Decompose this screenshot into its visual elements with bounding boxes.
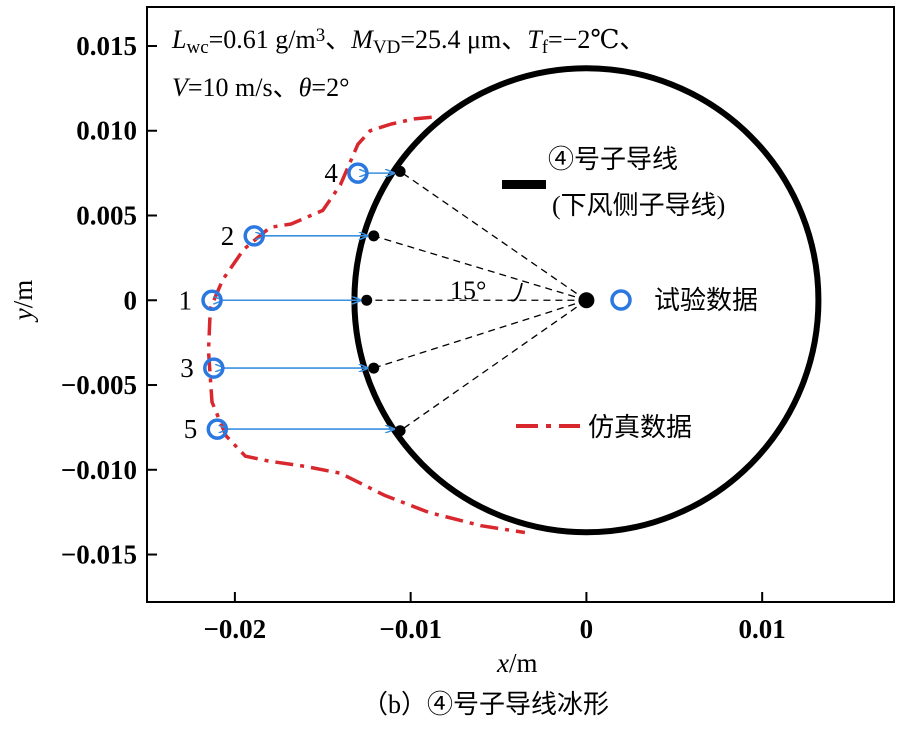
plot-frame (146, 6, 895, 603)
surface-point (368, 230, 380, 242)
arrows-layer (222, 173, 394, 429)
radial-guides-layer (361, 165, 595, 437)
experimental-point (203, 357, 225, 379)
conditions-fragment: θ (299, 73, 312, 102)
surface-point (361, 294, 373, 306)
conditions-fragment: =10 m/s、 (188, 73, 299, 102)
conditions-fragment: =2° (311, 73, 349, 102)
conditions-fragment: wc (186, 37, 208, 58)
radial-guide-line (399, 299, 587, 432)
y-tick-label: −0.015 (61, 540, 137, 570)
y-tick-label: 0.010 (76, 116, 137, 146)
conditions-fragment: =0.61 g/m (209, 25, 316, 54)
y-tick-label: 0 (124, 285, 138, 315)
simulation-layer (206, 115, 526, 535)
conditions-fragment: M (350, 25, 374, 54)
experimental-legend-label: 试验数据 (654, 286, 758, 315)
angle-arc (510, 282, 523, 302)
ticks-layer: −0.02 −0.01 0 0.010.0150.0100.0050−0.005−0.… (61, 31, 786, 644)
simulation-legend-label: 仿真数据 (588, 413, 692, 442)
conditions-line-2: V=10 m/s、θ=2° (172, 73, 349, 102)
wire-label-line1: ④号子导线 (548, 145, 678, 174)
y-tick-label: −0.005 (61, 370, 137, 400)
experimental-point (347, 162, 369, 184)
wire-legend-symbol (502, 180, 546, 189)
experimental-legend-marker (610, 289, 632, 311)
conditions-fragment: =−2℃、 (548, 25, 645, 54)
conditions-line-1: Lwc=0.61 g/m3、MVD=25.4 μm、Tf=−2℃、 (171, 25, 645, 59)
conditions-fragment: =25.4 μm、 (400, 25, 527, 54)
point-id-label: 1 (179, 285, 193, 315)
y-tick-label: −0.010 (61, 455, 137, 485)
figure-caption: （b）④号子导线冰形 (362, 690, 609, 719)
experimental-point (206, 418, 229, 440)
x-tick-label: −0.01 (379, 614, 442, 644)
conditions-fragment: VD (373, 37, 400, 58)
y-tick-label: 0.015 (76, 31, 137, 61)
wire-label-line2: (下风侧子导线) (552, 191, 725, 220)
experimental-point (201, 289, 223, 312)
points-layer: 1 2 3 4 5 (179, 158, 369, 444)
conditions-fragment: 、 (325, 25, 351, 54)
x-axis-label: x/m (496, 648, 538, 678)
radial-guide-line (399, 170, 587, 301)
x-tick-label: 0.01 (739, 614, 786, 644)
x-tick-label: −0.02 (204, 614, 267, 644)
experimental-point (243, 225, 265, 247)
conditions-fragment: f (542, 37, 549, 58)
angle-label: 15° (450, 276, 486, 305)
y-tick-label: 0.005 (76, 201, 137, 231)
point-id-label: 3 (180, 353, 194, 383)
conductor-center-dot (578, 292, 595, 309)
conditions-fragment: 3 (316, 25, 326, 46)
point-id-label: 4 (324, 158, 338, 188)
radial-guide-line (373, 299, 587, 369)
radial-guide-line (373, 235, 587, 301)
simulation-series-line (206, 115, 526, 535)
y-axis-label: y/m (8, 280, 38, 324)
conditions-fragment: T (527, 25, 543, 54)
x-tick-label: 0 (580, 614, 594, 644)
conditions-fragment: V (172, 73, 191, 102)
conditions-fragment: L (171, 25, 186, 54)
point-id-label: 5 (184, 414, 198, 444)
surface-point (368, 362, 380, 374)
point-id-label: 2 (221, 221, 235, 251)
